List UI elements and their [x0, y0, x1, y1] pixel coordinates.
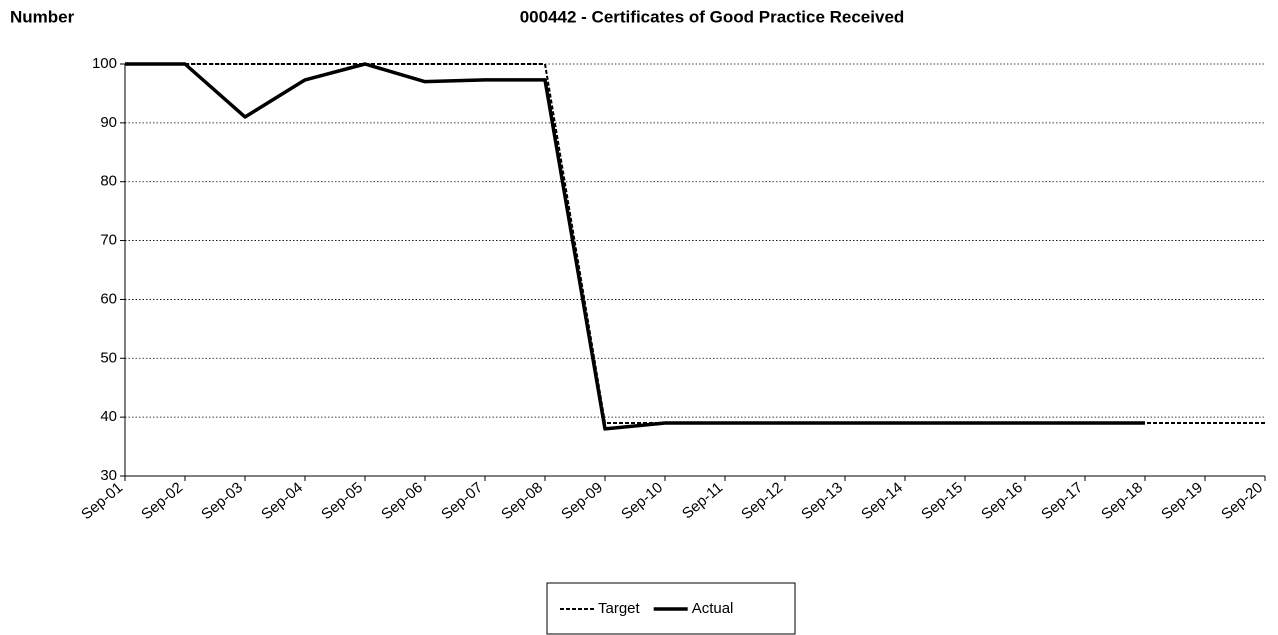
- x-tick-label: Sep-19: [1158, 479, 1206, 523]
- x-tick-label: Sep-04: [258, 479, 306, 523]
- x-tick-label: Sep-11: [679, 479, 726, 522]
- x-tick-label: Sep-01: [78, 479, 126, 523]
- x-tick-label: Sep-18: [1098, 479, 1146, 523]
- x-tick-label: Sep-05: [318, 479, 366, 523]
- y-tick-label: 30: [100, 467, 117, 484]
- series-line: [125, 62, 1145, 431]
- y-tick-label: 80: [100, 173, 117, 190]
- x-tick-label: Sep-07: [438, 479, 486, 523]
- x-tick-label: Sep-16: [978, 479, 1026, 523]
- x-tick-label: Sep-17: [1038, 479, 1086, 523]
- y-tick-label: 100: [92, 55, 117, 72]
- legend-label: Actual: [692, 600, 734, 617]
- y-tick-label: 50: [100, 349, 117, 366]
- x-tick-label: Sep-20: [1218, 479, 1266, 523]
- y-tick-label: 70: [100, 232, 117, 249]
- x-tick-label: Sep-09: [558, 479, 606, 523]
- y-axis-label: Number: [10, 7, 75, 26]
- x-tick-label: Sep-12: [738, 479, 786, 523]
- x-tick-label: Sep-08: [498, 479, 546, 523]
- y-tick-label: 60: [100, 290, 117, 307]
- y-tick-label: 90: [100, 114, 117, 131]
- x-tick-label: Sep-15: [918, 479, 966, 523]
- series-line: [125, 63, 1265, 425]
- x-tick-label: Sep-10: [618, 479, 666, 523]
- y-tick-label: 40: [100, 408, 117, 425]
- x-tick-label: Sep-13: [798, 479, 846, 523]
- chart-title: 000442 - Certificates of Good Practice R…: [520, 7, 905, 26]
- x-tick-label: Sep-03: [198, 479, 246, 523]
- x-tick-label: Sep-06: [378, 479, 426, 523]
- legend-label: Target: [598, 600, 641, 617]
- x-tick-label: Sep-02: [138, 479, 186, 523]
- x-tick-label: Sep-14: [858, 479, 906, 523]
